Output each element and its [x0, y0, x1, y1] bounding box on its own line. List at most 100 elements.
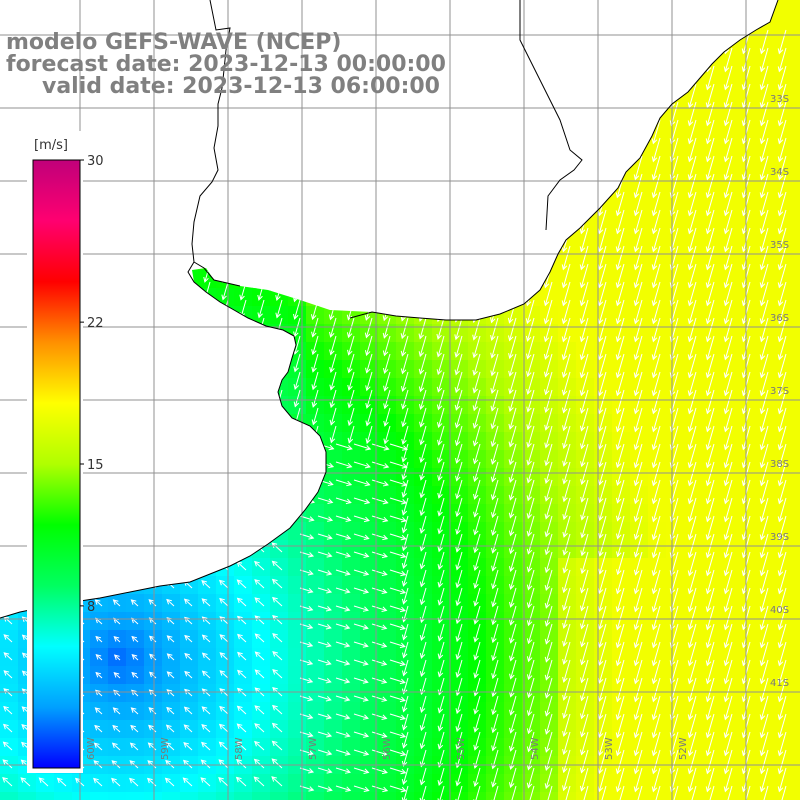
speed-cell — [108, 198, 127, 217]
speed-cell — [144, 198, 163, 217]
wind-arrow — [490, 120, 498, 143]
wind-arrow — [258, 372, 264, 387]
speed-cell — [108, 378, 127, 397]
speed-cell — [324, 666, 343, 685]
speed-cell — [468, 126, 487, 145]
wind-arrow — [186, 336, 192, 352]
wind-arrow — [598, 30, 606, 53]
wind-arrow — [274, 156, 282, 179]
speed-cell — [126, 342, 145, 361]
wind-arrow — [102, 480, 114, 485]
wind-arrow — [151, 390, 156, 404]
wind-arrow — [544, 228, 552, 251]
colorbar-gradient — [33, 160, 80, 768]
wind-arrow — [223, 372, 228, 387]
wind-arrow — [472, 138, 480, 161]
wind-arrow — [508, 102, 516, 125]
wind-arrow — [562, 210, 570, 233]
wind-arrow — [275, 174, 282, 196]
wind-arrow — [238, 138, 246, 161]
speed-cell — [306, 180, 325, 199]
wind-arrow — [174, 444, 187, 449]
speed-cell — [288, 720, 307, 739]
wind-arrow — [84, 516, 95, 521]
speed-cell — [0, 162, 19, 181]
speed-cell — [540, 252, 559, 271]
speed-cell — [288, 450, 307, 469]
speed-cell — [486, 180, 505, 199]
speed-cell — [144, 360, 163, 379]
wind-arrow — [329, 192, 336, 214]
wind-arrow — [580, 48, 588, 71]
speed-cell — [144, 0, 163, 19]
wind-arrow — [264, 516, 277, 521]
speed-cell — [540, 234, 559, 253]
wind-arrow — [97, 372, 102, 386]
speed-cell — [270, 270, 289, 289]
speed-cell — [486, 216, 505, 235]
wind-arrow — [228, 516, 240, 521]
speed-cell — [162, 522, 181, 541]
wind-arrow — [130, 120, 138, 143]
speed-cell — [540, 162, 559, 181]
speed-cell — [378, 162, 397, 181]
wind-arrow — [240, 318, 246, 335]
speed-cell — [108, 234, 127, 253]
wind-arrow — [401, 282, 408, 303]
wind-arrow — [544, 174, 552, 197]
speed-cell — [144, 252, 163, 271]
speed-cell — [414, 252, 433, 271]
speed-cell — [270, 126, 289, 145]
speed-cell — [90, 342, 109, 361]
speed-cell — [144, 414, 163, 433]
speed-cell — [306, 792, 325, 800]
wind-arrow — [347, 210, 354, 232]
speed-cell — [342, 252, 361, 271]
speed-cell — [522, 198, 541, 217]
speed-cell — [558, 216, 577, 235]
speed-cell — [540, 18, 559, 37]
speed-cell — [108, 486, 127, 505]
wind-arrow — [544, 102, 552, 125]
speed-cell — [252, 0, 271, 19]
wind-arrow — [311, 210, 318, 231]
speed-cell — [594, 198, 613, 217]
wind-arrow — [203, 174, 210, 196]
wind-arrow — [277, 408, 282, 423]
wind-arrow — [383, 264, 390, 285]
speed-cell — [126, 306, 145, 325]
speed-cell — [432, 0, 451, 19]
speed-cell — [486, 90, 505, 109]
wind-arrow — [220, 120, 228, 143]
wind-arrow — [264, 444, 279, 449]
speed-cell — [162, 126, 181, 145]
speed-cell — [414, 288, 433, 307]
speed-cell — [234, 396, 253, 415]
speed-cell — [306, 576, 325, 595]
wind-arrow — [454, 66, 462, 89]
speed-cell — [342, 612, 361, 631]
speed-cell — [486, 234, 505, 253]
wind-arrow — [455, 282, 462, 304]
speed-cell — [234, 432, 253, 451]
wind-arrow — [187, 372, 192, 387]
wind-arrow — [228, 498, 241, 503]
wind-arrow — [616, 156, 624, 179]
speed-cell — [252, 468, 271, 487]
wind-arrow — [383, 228, 390, 250]
speed-cell — [90, 216, 109, 235]
speed-cell — [234, 180, 253, 199]
speed-cell — [306, 684, 325, 703]
speed-cell — [378, 684, 397, 703]
speed-cell — [180, 540, 199, 559]
speed-cell — [108, 450, 127, 469]
speed-cell — [126, 396, 145, 415]
speed-cell — [342, 162, 361, 181]
speed-cell — [216, 108, 235, 127]
wind-arrow — [347, 246, 354, 267]
speed-cell — [486, 162, 505, 181]
speed-cell — [468, 0, 487, 19]
wind-arrow — [365, 228, 372, 250]
speed-cell — [234, 252, 253, 271]
wind-arrow — [508, 174, 516, 197]
